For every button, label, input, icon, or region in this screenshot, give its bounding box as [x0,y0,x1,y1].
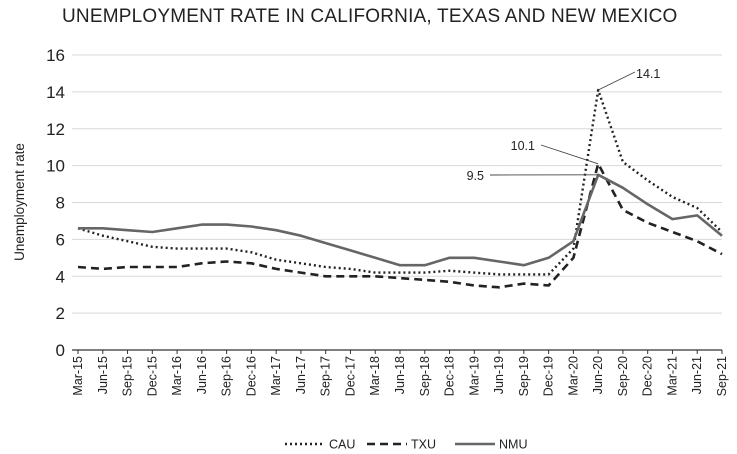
x-tick-label: Mar-15 [71,356,85,396]
annotation-label: 9.5 [467,169,484,183]
y-tick-label: 6 [56,230,65,249]
series-line-nmu [78,173,723,267]
y-tick-label: 8 [56,194,65,213]
x-tick-label: Jun-21 [690,356,704,394]
x-tick-label: Mar-21 [665,356,679,396]
y-tick-labels: 0 2 4 6 8 10 12 14 16 [46,46,65,360]
x-tick-label: Dec-19 [542,356,556,396]
series-lines [77,88,723,289]
legend-label-nmu: NMU [499,438,527,452]
annotation-leader [540,144,599,165]
x-tick-label: Jun-18 [393,356,407,394]
x-tick-label: Sep-16 [220,356,234,396]
x-tick-label: Jun-19 [492,356,506,394]
y-tick-label: 2 [56,304,65,323]
x-tick-label: Sep-18 [418,356,432,396]
annotations: 14.1 10.1 9.5 [467,67,661,183]
x-tick-label: Mar-17 [269,356,283,396]
x-tick-label: Jun-15 [96,356,110,394]
y-tick-label: 12 [46,120,65,139]
series-line-cau [77,88,723,276]
y-tick-label: 14 [46,83,65,102]
legend: CAU TXU NMU [285,438,527,452]
x-tick-label: Mar-18 [368,356,382,396]
legend-label-cau: CAU [329,438,355,452]
x-tick-label: Sep-21 [715,356,729,396]
x-tick-labels: Mar-15 Jun-15 Sep-15 Dec-15 Mar-16 Jun-16 Sep-… [71,350,729,396]
y-axis-label: Unemployment rate [12,143,27,261]
series-line-txu [77,162,723,289]
x-tick-label: Dec-18 [443,356,457,396]
y-tick-label: 16 [46,46,65,65]
x-tick-label: Jun-20 [591,356,605,394]
y-tick-label: 10 [46,157,65,176]
x-tick-label: Mar-16 [170,356,184,396]
x-tick-label: Mar-20 [566,356,580,396]
y-tick-label: 4 [56,267,65,286]
x-tick-label: Dec-16 [244,356,258,396]
x-tick-label: Sep-20 [616,356,630,396]
chart-title: UNEMPLOYMENT RATE IN CALIFORNIA, TEXAS A… [62,6,678,27]
x-tick-label: Mar-19 [467,356,481,396]
x-tick-label: Sep-17 [319,356,333,396]
y-tick-label: 0 [56,341,65,360]
x-tick-label: Jun-17 [294,356,308,394]
legend-label-txu: TXU [411,438,436,452]
x-tick-label: Sep-15 [121,356,135,396]
x-tick-label: Dec-20 [641,356,655,396]
annotation-leader [597,71,636,91]
gridlines [72,54,722,351]
x-tick-label: Dec-15 [145,356,159,396]
annotation-label: 14.1 [636,67,660,81]
x-tick-label: Sep-19 [517,356,531,396]
x-tick-label: Dec-17 [343,356,357,396]
annotation-label: 10.1 [511,139,535,153]
x-tick-label: Jun-16 [195,356,209,394]
